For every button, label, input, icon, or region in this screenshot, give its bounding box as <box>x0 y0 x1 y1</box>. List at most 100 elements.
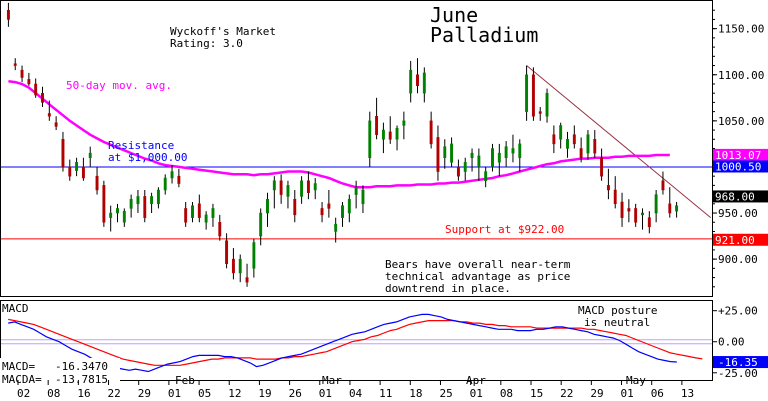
candle-body <box>545 92 549 117</box>
date-tick-label: 15 <box>530 387 543 400</box>
date-tick-label: 08 <box>500 387 513 400</box>
candle-body <box>511 148 515 154</box>
candle-body <box>354 186 358 195</box>
candle-body <box>68 166 72 177</box>
price-tag-box <box>713 190 768 203</box>
candle-body <box>409 69 413 94</box>
candle-body <box>122 210 126 223</box>
date-tick-label: 16 <box>77 387 90 400</box>
candle-body <box>654 194 658 214</box>
candle-body <box>225 240 229 264</box>
month-label: Feb <box>175 374 195 387</box>
candle-body <box>156 189 160 205</box>
support-label: Support at $922.00 <box>445 223 564 236</box>
candle-body <box>320 208 324 216</box>
candle-body <box>13 63 17 66</box>
candle-body <box>538 111 542 114</box>
candle-body <box>177 175 181 184</box>
candle-body <box>252 242 256 269</box>
date-tick-label: 06 <box>651 387 664 400</box>
candle-body <box>41 92 44 103</box>
candle-body <box>559 125 563 140</box>
date-tick-label: 19 <box>258 387 271 400</box>
macd-readout-value: -16.3470 <box>55 360 108 373</box>
candle-body <box>470 152 474 158</box>
macd-axis: +25.00 0.00 -25.00-16.35 <box>712 305 768 380</box>
date-tick-label: 13 <box>681 387 694 400</box>
month-label: May <box>626 374 646 387</box>
price-tag-box <box>713 160 768 173</box>
macd-posture-line-1: MACD posture <box>578 304 657 317</box>
market-rating-line-1: Wyckoff's Market <box>170 25 276 38</box>
candle-body <box>95 175 99 191</box>
candle-body <box>375 115 379 135</box>
bears-annotation-line-3: downtrend in place. <box>385 282 511 295</box>
macd-readout-label: MACD= <box>2 360 35 373</box>
price-tag-box <box>713 148 768 161</box>
moving-average-line <box>8 79 670 189</box>
bears-annotation-line-1: Bears have overall near-term <box>385 258 571 271</box>
candle-body <box>272 180 276 191</box>
date-tick-label: 01 <box>168 387 181 400</box>
macd-title: MACD <box>2 302 29 315</box>
candle-body <box>204 214 208 223</box>
candle-body <box>531 74 535 117</box>
candle-body <box>647 217 651 228</box>
date-tick-label: 29 <box>590 387 603 400</box>
macd-tag-box <box>713 356 768 369</box>
candles <box>6 2 679 287</box>
candle-body <box>218 222 222 237</box>
date-tick-label: 29 <box>138 387 151 400</box>
price-tag-box <box>713 233 768 246</box>
resistance-label-line-2: at $1,000.00 <box>108 151 187 164</box>
month-label: Apr <box>466 374 486 387</box>
candle-body <box>306 180 310 193</box>
date-tick-label: 01 <box>621 387 634 400</box>
candle-body <box>368 120 372 158</box>
candle-body <box>668 203 672 214</box>
candle-body <box>361 189 365 205</box>
price-axis: 1150.001100.001050.001000.00950.00900.00… <box>712 9 768 288</box>
candle-body <box>572 134 576 145</box>
candle-body <box>463 162 467 172</box>
candle-body <box>75 162 79 171</box>
macd-tick-label: 0.00 <box>718 336 745 349</box>
candle-body <box>381 129 385 140</box>
moving-average-label: 50-day mov. avg. <box>66 79 172 92</box>
candle-body <box>61 139 65 168</box>
candle-body <box>238 258 242 274</box>
candle-body <box>293 198 297 216</box>
date-tick-label: 08 <box>47 387 60 400</box>
candle-body <box>497 152 501 163</box>
price-tick-label: 950.00 <box>718 207 758 220</box>
candle-body <box>552 134 556 145</box>
candle-body <box>184 208 188 223</box>
price-tag-text: 921.00 <box>715 234 755 247</box>
price-tag-text: 968.00 <box>715 190 755 203</box>
date-tick-label: 01 <box>319 387 332 400</box>
date-tick-label: 05 <box>198 387 211 400</box>
price-tag-text: 1013.07 <box>715 149 761 162</box>
candle-body <box>586 134 590 154</box>
month-label: Mar <box>322 374 342 387</box>
candle-body <box>300 180 304 197</box>
candle-body <box>518 143 522 158</box>
candle-body <box>88 152 92 158</box>
candle-body <box>197 203 201 218</box>
candle-body <box>47 113 51 117</box>
candle-body <box>102 185 106 223</box>
chart-title-line-2: Palladium <box>430 23 538 47</box>
candle-body <box>347 198 351 214</box>
candle-body <box>259 212 263 237</box>
bears-annotation-line-2: technical advantage as price <box>385 270 570 283</box>
macd-signal-line <box>8 318 703 366</box>
date-tick-label: 25 <box>439 387 452 400</box>
macd-readout-box <box>0 358 120 388</box>
date-tick-label: 01 <box>470 387 483 400</box>
candle-body <box>429 120 433 145</box>
candle-body <box>416 74 419 87</box>
candle-body <box>661 180 665 191</box>
candle-body <box>211 208 215 218</box>
candle-body <box>477 155 481 168</box>
downtrend-line <box>526 65 712 219</box>
